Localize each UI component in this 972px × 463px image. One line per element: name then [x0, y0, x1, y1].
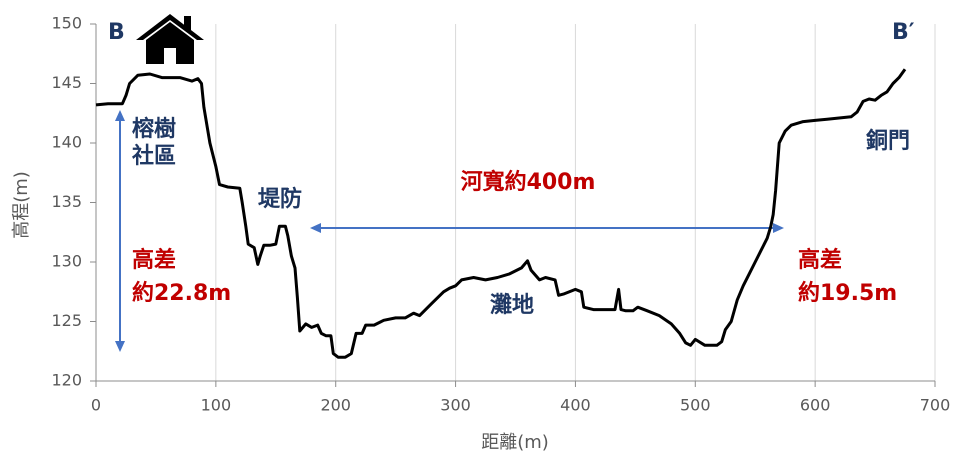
annotation: B — [108, 20, 125, 45]
annotation: 灘地 — [490, 292, 534, 318]
y-tick-label: 125 — [51, 311, 82, 330]
arrows — [115, 110, 784, 352]
x-tick-label: 0 — [91, 396, 101, 415]
x-tick-label: 600 — [800, 396, 831, 415]
y-tick-label: 120 — [51, 371, 82, 390]
profile-line — [95, 68, 907, 359]
house-icon — [136, 14, 204, 64]
x-tick-label: 300 — [440, 396, 471, 415]
y-tick-label: 150 — [51, 14, 82, 33]
annotation: 約22.8m — [132, 280, 231, 306]
annotation: 銅門 — [866, 128, 910, 154]
y-tick-label: 135 — [51, 192, 82, 211]
x-tick-label: 400 — [560, 396, 591, 415]
y-tick-label: 130 — [51, 252, 82, 271]
y-tick-label: 140 — [51, 133, 82, 152]
x-tick-label: 100 — [201, 396, 232, 415]
annotation: B′ — [892, 20, 915, 45]
annotation: 河寬約400m — [461, 169, 596, 195]
annotation: 榕樹 — [132, 116, 176, 142]
annotation: 社區 — [132, 143, 176, 169]
x-tick-label: 500 — [680, 396, 711, 415]
x-tick-label: 200 — [320, 396, 351, 415]
x-tick-label: 700 — [920, 396, 951, 415]
y-axis-title: 高程(m) — [11, 171, 32, 239]
grid — [95, 24, 936, 381]
annotation: 約19.5m — [798, 280, 897, 306]
y-tick-label: 145 — [51, 73, 82, 92]
annotation: 高差 — [132, 247, 176, 273]
annotation: 堤防 — [258, 187, 302, 212]
annotation: 高差 — [798, 247, 842, 273]
x-axis-title: 距離(m) — [481, 432, 549, 453]
